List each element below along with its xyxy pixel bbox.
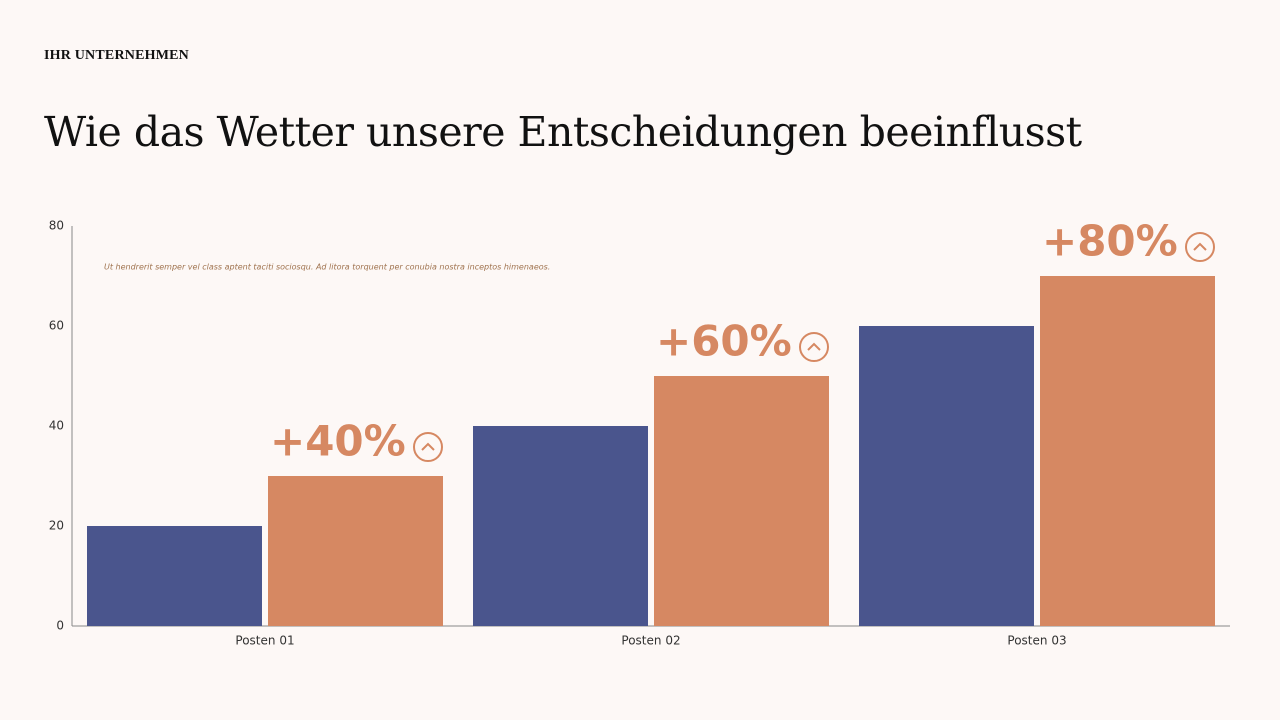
- y-tick-label: 0: [56, 619, 64, 633]
- up-icon-chevron: [421, 442, 435, 451]
- bar: [268, 476, 443, 626]
- up-icon: [413, 432, 443, 462]
- bar: [87, 526, 262, 626]
- x-tick-label: Posten 01: [235, 634, 294, 648]
- company-name: IHR UNTERNEHMEN: [44, 48, 189, 63]
- up-icon-chevron: [807, 342, 821, 351]
- y-tick-label: 40: [49, 419, 64, 433]
- up-icon-chevron: [1193, 242, 1207, 251]
- y-tick-label: 80: [49, 219, 64, 233]
- x-tick-label: Posten 03: [1007, 634, 1066, 648]
- up-icon: [1185, 232, 1215, 262]
- bar: [473, 426, 648, 626]
- x-tick-label: Posten 02: [621, 634, 680, 648]
- bar: [859, 326, 1034, 626]
- bar: [1040, 276, 1215, 626]
- bar: [654, 376, 829, 626]
- growth-label: +80%: [1042, 217, 1178, 266]
- chart-note: Ut hendrerit semper vel class aptent tac…: [104, 263, 550, 272]
- growth-label: +60%: [656, 317, 792, 366]
- slide-title: Wie das Wetter unsere Entscheidungen bee…: [44, 108, 1082, 156]
- y-tick-label: 60: [49, 319, 64, 333]
- growth-label: +40%: [270, 417, 406, 466]
- up-icon: [799, 332, 829, 362]
- y-tick-label: 20: [49, 519, 64, 533]
